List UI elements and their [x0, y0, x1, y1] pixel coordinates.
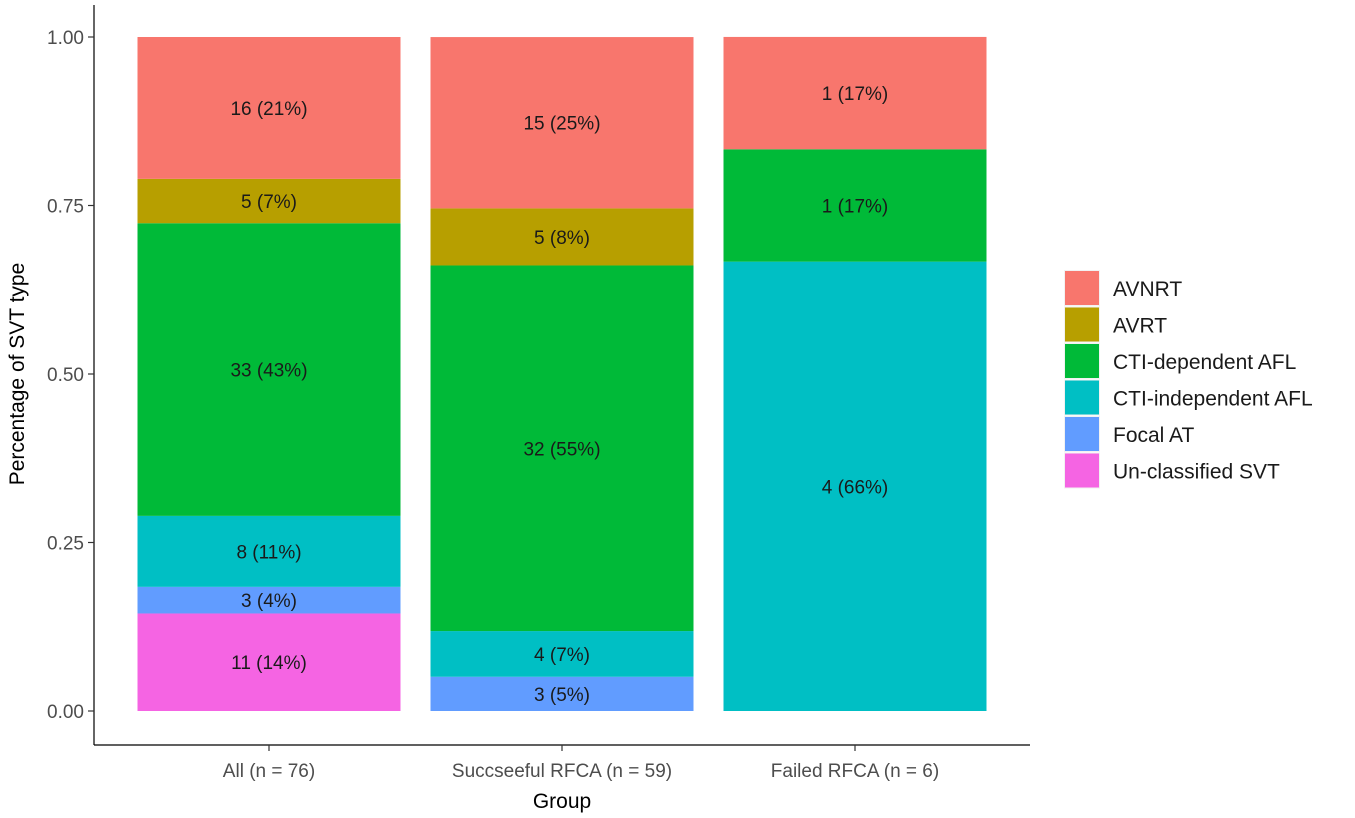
segment-labels-layer: 11 (14%) 3 (4%) 8 (11%) 33 (43%) 5 (7%) 16 (2… — [230, 84, 888, 706]
legend-swatch-avnrt — [1065, 271, 1099, 305]
segment-label-focal-at-0: 3 (4%) — [241, 591, 297, 612]
legend-label-avnrt: AVNRT — [1113, 278, 1182, 301]
segment-label-un-classified-svt-0: 11 (14%) — [231, 653, 307, 674]
segment-label-avnrt-0: 16 (21%) — [230, 99, 307, 120]
bar-segment-cti-independent-afl-0 — [137, 515, 401, 587]
legend-label-un-classified-svt: Un-classified SVT — [1113, 461, 1280, 484]
bar-segment-cti-dependent-afl-1 — [430, 265, 694, 632]
bar-segment-focal-at-1 — [430, 676, 694, 711]
segment-label-cti-independent-afl-2: 4 (66%) — [822, 477, 889, 498]
x-ticks-layer: All (n = 76) Succseeful RFCA (n = 59) Fail… — [223, 745, 939, 782]
y-tick-label: 0.25 — [47, 534, 84, 555]
x-tick-label: All (n = 76) — [223, 761, 315, 782]
bar-segment-focal-at-0 — [137, 586, 401, 614]
segment-label-avrt-0: 5 (7%) — [241, 192, 297, 213]
bars-layer — [137, 36, 987, 711]
segment-label-focal-at-1: 3 (5%) — [534, 685, 590, 706]
legend-label-cti-dependent-afl: CTI-dependent AFL — [1113, 351, 1296, 374]
legend-swatch-focal-at — [1065, 417, 1099, 451]
bar-segment-cti-dependent-afl-0 — [137, 223, 401, 516]
x-axis-title: Group — [533, 790, 591, 813]
y-tick-label: 0.00 — [47, 702, 84, 723]
y-tick-label: 0.50 — [47, 365, 84, 386]
segment-label-cti-independent-afl-0: 8 (11%) — [236, 542, 301, 563]
bar-segment-un-classified-svt-0 — [137, 613, 401, 711]
bar-segment-avnrt-0 — [137, 37, 401, 179]
x-tick-label: Succseeful RFCA (n = 59) — [452, 761, 672, 782]
x-tick-label: Failed RFCA (n = 6) — [771, 761, 939, 782]
bar-segment-cti-dependent-afl-2 — [723, 149, 987, 262]
legend-label-focal-at: Focal AT — [1113, 424, 1194, 447]
bar-segment-cti-independent-afl-2 — [723, 261, 987, 711]
segment-label-cti-dependent-afl-2: 1 (17%) — [822, 196, 889, 217]
legend-swatch-avrt — [1065, 307, 1099, 342]
legend-swatch-cti-independent-afl — [1065, 380, 1099, 415]
segment-label-cti-dependent-afl-1: 32 (55%) — [523, 439, 600, 460]
legend-label-avrt: AVRT — [1113, 315, 1167, 338]
y-ticks-layer: 0.00 0.25 0.50 0.75 1.00 — [47, 28, 94, 723]
segment-label-avrt-1: 5 (8%) — [534, 228, 590, 249]
bar-segment-avrt-1 — [430, 208, 694, 266]
segment-label-avnrt-1: 15 (25%) — [523, 114, 600, 135]
segment-label-cti-dependent-afl-0: 33 (43%) — [230, 361, 307, 382]
y-axis-title: Percentage of SVT type — [6, 263, 29, 486]
legend-label-cti-independent-afl: CTI-independent AFL — [1113, 388, 1313, 411]
legend: AVNRT AVRT CTI-dependent AFL CTI-independen… — [1064, 270, 1313, 489]
y-tick-label: 0.75 — [47, 197, 84, 218]
bar-segment-avnrt-2 — [723, 36, 987, 150]
bar-segment-avnrt-1 — [430, 37, 694, 209]
segment-label-avnrt-2: 1 (17%) — [822, 84, 889, 105]
y-tick-label: 1.00 — [47, 28, 84, 49]
bar-segment-cti-independent-afl-1 — [430, 631, 694, 677]
legend-swatch-un-classified-svt — [1065, 453, 1099, 488]
legend-swatch-cti-dependent-afl — [1065, 344, 1099, 378]
segment-label-cti-independent-afl-1: 4 (7%) — [534, 645, 590, 666]
bar-segment-avrt-0 — [137, 178, 401, 224]
